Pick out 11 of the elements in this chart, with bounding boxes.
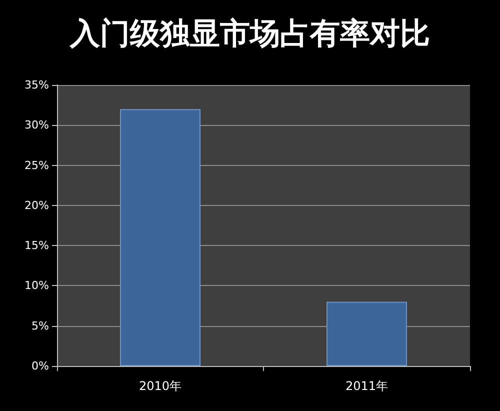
y-tick-label: 5% <box>32 319 49 332</box>
x-tick-label: 2011年 <box>345 379 388 393</box>
y-tick-label: 15% <box>24 239 49 252</box>
y-tick-label: 35% <box>24 78 49 92</box>
y-tick-label: 25% <box>24 158 49 172</box>
y-tick-label: 0% <box>32 360 49 372</box>
y-tick-label: 30% <box>24 118 49 132</box>
y-tick-label: 10% <box>24 279 49 292</box>
y-tick-label: 20% <box>24 198 49 212</box>
chart-title: 入门级独显市场占有率对比 <box>69 16 430 52</box>
x-tick-label: 2010年 <box>138 379 182 393</box>
